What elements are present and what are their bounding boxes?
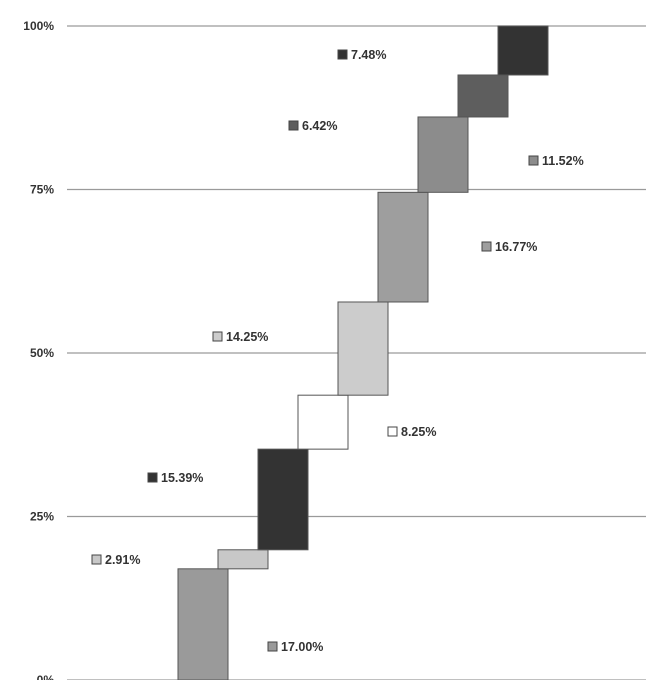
bar-segment [257, 448, 309, 551]
y-tick-label: 0% [37, 673, 55, 680]
label-marker [147, 472, 158, 483]
data-labels: 17.00% 2.91% 15.39% 8.25% 14.25% 16.77% 11.52%… [91, 48, 584, 654]
data-label: 16.77% [495, 240, 537, 254]
bar-segment [337, 301, 389, 396]
label-marker [267, 641, 278, 652]
data-label: 14.25% [226, 330, 268, 344]
data-label: 17.00% [281, 640, 323, 654]
bar-segment [177, 568, 229, 680]
bar-segment [457, 74, 509, 118]
bar-segment [377, 191, 429, 303]
data-label: 11.52% [542, 154, 584, 168]
y-tick-label: 100% [23, 19, 54, 33]
bar-segment [217, 549, 269, 570]
label-marker [212, 331, 223, 342]
label-marker [91, 554, 102, 565]
label-marker [528, 155, 539, 166]
data-label: 7.48% [351, 48, 386, 62]
gridlines [67, 25, 646, 680]
bars [177, 25, 549, 680]
y-tick-label: 50% [30, 346, 54, 360]
data-label: 6.42% [302, 119, 337, 133]
y-axis-tick-labels: 0% 25% 50% 75% 100% [23, 19, 54, 680]
label-marker [288, 120, 299, 131]
bar-segment [297, 394, 349, 450]
label-marker [387, 426, 398, 437]
bar-segment [497, 25, 549, 76]
label-marker [337, 49, 348, 60]
data-label: 2.91% [105, 553, 140, 567]
data-label: 8.25% [401, 425, 436, 439]
label-marker [481, 241, 492, 252]
y-tick-label: 25% [30, 510, 54, 524]
bar-segment [417, 116, 469, 193]
data-label: 15.39% [161, 471, 203, 485]
y-tick-label: 75% [30, 183, 54, 197]
